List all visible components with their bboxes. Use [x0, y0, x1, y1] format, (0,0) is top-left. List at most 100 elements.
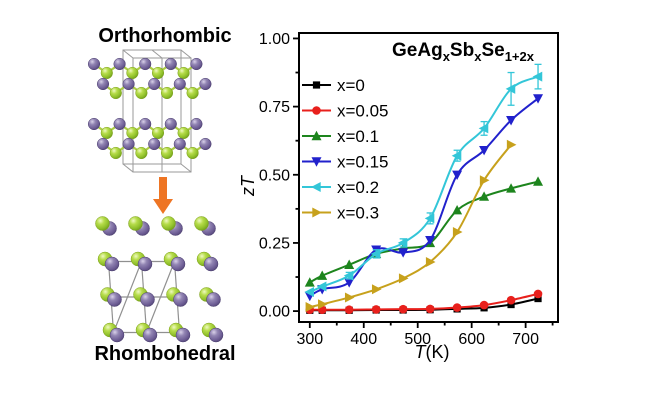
purple-atom — [175, 327, 191, 343]
atom-pair — [201, 322, 224, 343]
purple-atom — [190, 117, 203, 131]
green-atom — [126, 66, 139, 80]
plot-frame — [298, 32, 559, 323]
legend-item-x=0.15: x=0.15 — [302, 153, 389, 172]
green-atom — [177, 126, 190, 140]
green-atom — [186, 86, 199, 100]
x-tick-label: 600 — [458, 331, 485, 348]
marker — [452, 170, 463, 180]
y-tick-label: 1.00 — [259, 31, 290, 48]
marker — [425, 236, 436, 246]
purple-atom — [109, 327, 125, 343]
green-atom — [100, 66, 113, 80]
y-tick-label: 0.00 — [259, 304, 290, 321]
purple-atom — [206, 292, 221, 307]
purple-atom — [87, 117, 101, 131]
marker — [317, 270, 328, 280]
purple-atom — [139, 117, 152, 131]
marker — [479, 146, 490, 156]
marker — [425, 257, 436, 268]
series-x=0.05 — [305, 289, 543, 315]
atom-chain — [87, 117, 203, 140]
marker — [312, 207, 322, 218]
marker — [311, 130, 322, 141]
purple-atom — [107, 292, 122, 307]
series-x=0.15 — [304, 94, 544, 302]
atom-pair — [97, 251, 120, 272]
atom-pair — [196, 251, 219, 272]
purple-atom — [164, 57, 177, 71]
purple-atom — [139, 57, 152, 71]
x-tick-label: 500 — [404, 331, 431, 348]
marker — [478, 123, 489, 134]
legend-label: x=0.15 — [337, 153, 389, 172]
purple-atom — [137, 256, 153, 272]
marker — [506, 116, 517, 126]
marker — [304, 277, 315, 287]
green-atom — [186, 146, 199, 160]
legend-item-x=0.3: x=0.3 — [302, 204, 379, 223]
green-atom — [177, 66, 190, 80]
purple-atom — [173, 292, 188, 307]
y-axis-label: zT — [240, 174, 258, 197]
atom-pair — [168, 322, 191, 343]
green-atom — [160, 86, 174, 100]
green-atom — [109, 146, 122, 160]
legend-item-x=0.1: x=0.1 — [302, 127, 379, 146]
marker — [312, 81, 321, 89]
green-atom — [151, 126, 165, 140]
atom-chain — [96, 77, 212, 100]
green-atom — [135, 86, 148, 100]
marker — [534, 294, 542, 303]
purple-atom — [142, 327, 158, 343]
purple-atom — [173, 137, 186, 151]
legend-item-x=0.05: x=0.05 — [302, 102, 389, 121]
marker — [304, 287, 314, 298]
marker — [316, 281, 327, 292]
x-tick-label: 700 — [512, 331, 539, 348]
atom-pair — [128, 216, 150, 236]
green-atom — [95, 216, 110, 231]
purple-atom — [173, 77, 186, 91]
atom-pair — [100, 287, 122, 307]
purple-atom — [122, 77, 135, 91]
purple-atom — [113, 57, 126, 71]
marker — [505, 83, 516, 94]
axis-ticks — [293, 37, 554, 328]
purple-atom — [104, 256, 120, 272]
marker — [424, 213, 435, 224]
marker — [344, 259, 355, 269]
green-atom — [109, 86, 122, 100]
rhombohedral-label: Rhombohedral — [94, 343, 235, 365]
legend-item-x=0: x=0 — [302, 76, 365, 95]
x-tick-label: 300 — [296, 331, 323, 348]
marker — [397, 237, 408, 248]
y-tick-label: 0.50 — [259, 167, 290, 184]
purple-atom — [113, 117, 126, 131]
atom-chain — [96, 137, 212, 160]
purple-atom — [122, 137, 135, 151]
purple-atom — [96, 137, 110, 151]
crystal-structure-panel: Orthorhombic Rhombohedral — [87, 25, 236, 365]
legend-label: x=0.2 — [337, 178, 379, 197]
marker — [479, 191, 490, 201]
atom-pair — [199, 287, 221, 307]
marker — [371, 305, 381, 314]
y-tick-label: 0.75 — [259, 99, 290, 116]
green-atom — [126, 126, 139, 140]
atom-pair — [163, 251, 186, 272]
x-tick-label: 400 — [350, 331, 377, 348]
purple-atom — [199, 77, 212, 91]
marker — [452, 205, 463, 215]
rhombohedral-structure — [95, 216, 224, 343]
legend-label: x=0.1 — [337, 127, 379, 146]
marker — [452, 227, 463, 238]
atom-pair — [194, 216, 216, 236]
atom-pair — [102, 322, 125, 343]
marker — [343, 270, 354, 281]
zt-chart: 300 400 500 600 700 0.00 0.25 0.50 0.75 1.00 x=0 x=… — [240, 31, 559, 362]
series-x=0 — [306, 294, 542, 314]
marker — [452, 303, 462, 312]
marker — [370, 248, 381, 259]
purple-atom — [96, 77, 110, 91]
